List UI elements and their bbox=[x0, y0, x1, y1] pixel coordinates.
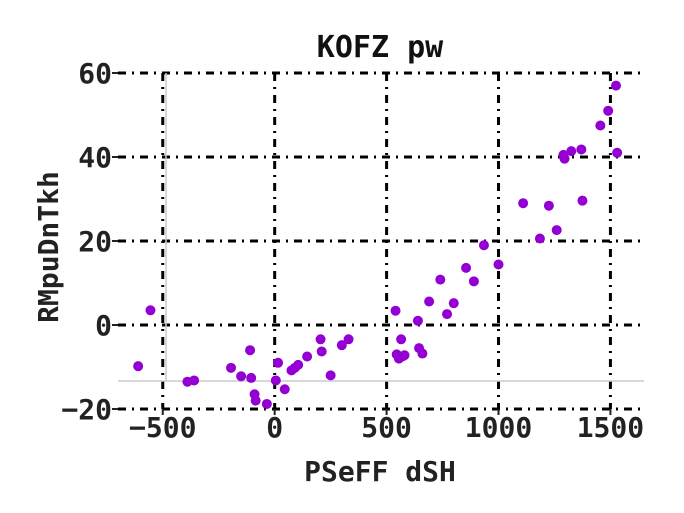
data-point bbox=[390, 305, 401, 316]
x-tick-label: 0 bbox=[266, 411, 283, 444]
data-point bbox=[399, 350, 410, 361]
data-point bbox=[246, 372, 257, 383]
data-point bbox=[245, 345, 256, 356]
data-point bbox=[133, 361, 144, 372]
data-point bbox=[551, 225, 562, 236]
y-axis-label: RMpuDnTkh bbox=[32, 171, 65, 323]
x-tick-label: 1500 bbox=[577, 411, 644, 444]
y-tick-label: 0 bbox=[95, 309, 112, 342]
grid-layer bbox=[118, 71, 644, 411]
tick-layer: −500 0 500 1000 1500 −20 0 20 40 60 bbox=[61, 57, 644, 444]
data-point bbox=[189, 375, 200, 386]
data-point bbox=[595, 120, 606, 131]
y-tick-label: 40 bbox=[78, 141, 112, 174]
data-point bbox=[302, 351, 313, 362]
data-point bbox=[461, 262, 472, 273]
data-point bbox=[518, 198, 529, 209]
data-point bbox=[343, 334, 354, 345]
data-point bbox=[493, 259, 504, 270]
spine-layer bbox=[118, 73, 644, 382]
data-point bbox=[612, 147, 623, 158]
x-tick-label: 1000 bbox=[465, 411, 532, 444]
y-tick-label: 20 bbox=[78, 225, 112, 258]
data-point bbox=[417, 348, 428, 359]
y-tick-label: 60 bbox=[78, 57, 112, 90]
data-point bbox=[273, 357, 284, 368]
data-point bbox=[478, 240, 489, 251]
data-point bbox=[270, 375, 281, 386]
data-point bbox=[611, 80, 622, 91]
data-point bbox=[145, 305, 156, 316]
y-tick-label: −20 bbox=[61, 393, 112, 426]
data-point bbox=[603, 105, 614, 116]
data-point bbox=[424, 296, 435, 307]
data-point bbox=[577, 195, 588, 206]
chart-title: KOFZ pw bbox=[317, 30, 444, 65]
data-point bbox=[448, 298, 459, 309]
data-point bbox=[336, 340, 347, 351]
data-point bbox=[435, 274, 446, 285]
data-point bbox=[226, 362, 237, 373]
data-point bbox=[412, 315, 423, 326]
data-point bbox=[261, 398, 272, 409]
x-tick-label: −500 bbox=[129, 411, 196, 444]
data-point bbox=[316, 346, 327, 357]
data-point bbox=[543, 200, 554, 211]
data-point bbox=[396, 334, 407, 345]
data-points bbox=[133, 80, 623, 409]
data-point bbox=[576, 144, 587, 155]
x-tick-label: 500 bbox=[361, 411, 412, 444]
data-point bbox=[442, 309, 453, 320]
data-point bbox=[279, 384, 290, 395]
data-point bbox=[325, 370, 336, 381]
data-point bbox=[315, 334, 326, 345]
data-point bbox=[566, 146, 577, 157]
data-point bbox=[468, 276, 479, 287]
data-point bbox=[236, 371, 247, 382]
x-axis-label: PSeFF dSH bbox=[304, 455, 456, 488]
data-point bbox=[534, 233, 545, 244]
data-point bbox=[293, 359, 304, 370]
data-point bbox=[250, 395, 261, 406]
data-point bbox=[559, 153, 570, 164]
